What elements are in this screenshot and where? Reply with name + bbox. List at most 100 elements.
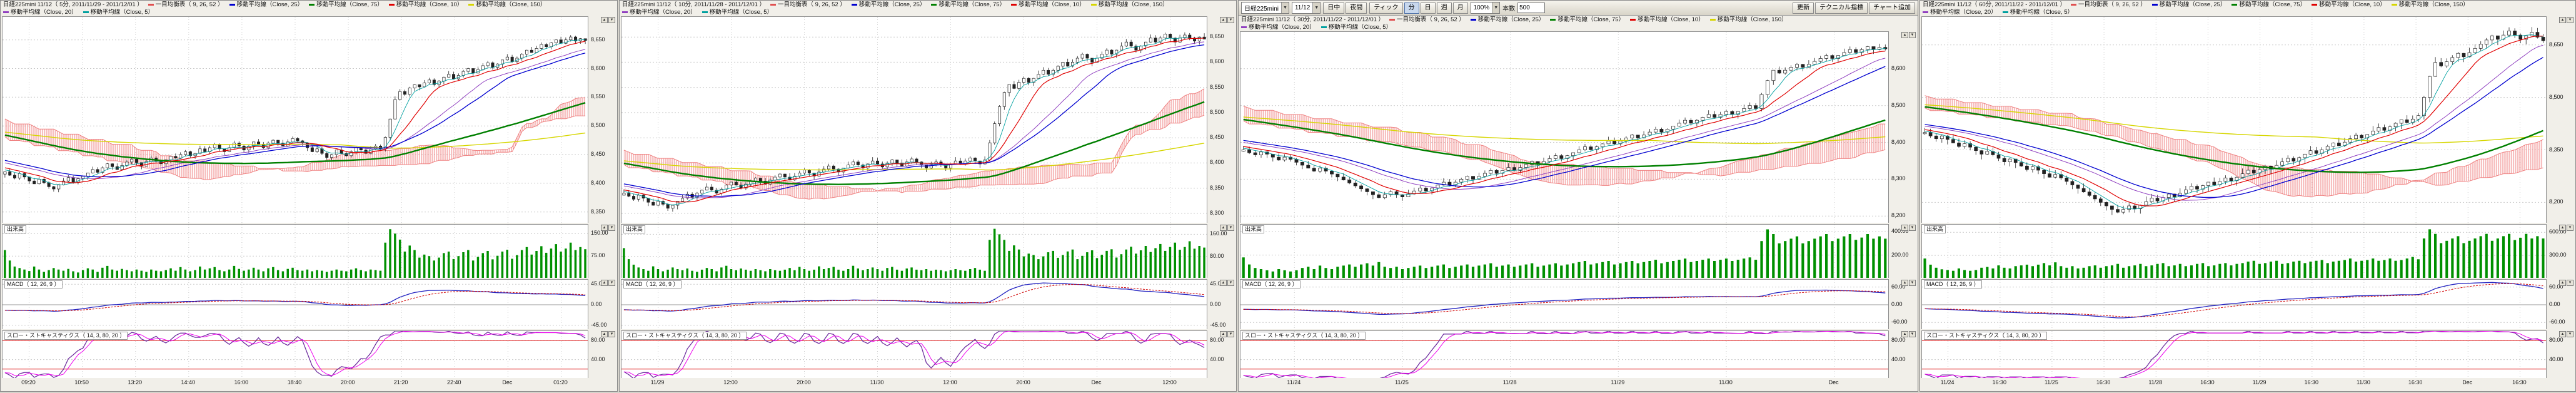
pane-collapse-button[interactable]: ▼	[2567, 331, 2573, 337]
period-button[interactable]: 日	[1420, 2, 1436, 14]
zoom-select[interactable]: 100% ▼	[1470, 2, 1501, 14]
pane-collapse-button[interactable]: ▼	[1227, 225, 1234, 231]
pane-collapse-button[interactable]: ▼	[1227, 17, 1234, 23]
pane-expand-button[interactable]: ▲	[1901, 225, 1908, 231]
pane-expand-button[interactable]: ▲	[1901, 280, 1908, 286]
legend-item: 移動平均線（Close, 5）	[702, 9, 773, 16]
legend-row: 日経225mini 11/12（ 5分, 2011/11/29 - 2011/1…	[3, 1, 615, 9]
pane-controls: ▲ ▼	[1220, 225, 1234, 231]
pane-collapse-button[interactable]: ▼	[608, 17, 615, 23]
legend-color-chip	[1709, 18, 1716, 21]
legend-color-chip	[851, 3, 857, 6]
legend-color-chip	[1241, 26, 1247, 28]
macd-region: 45.00 0.00 -45.00 MACD（ 12, 26, 9 ） ▲ ▼	[620, 279, 1236, 329]
pane-collapse-button[interactable]: ▼	[608, 280, 615, 286]
action-button[interactable]: 更新	[1793, 2, 1814, 14]
subchart-label: 出来高	[4, 225, 27, 233]
pane-collapse-button[interactable]: ▼	[1909, 331, 1916, 337]
chevron-down-icon: ▼	[1312, 3, 1321, 13]
subchart-label: スロー・ストキャスティクス（ 14, 3, 80, 20 ）	[623, 332, 747, 340]
axis-label: 40.00	[1210, 356, 1224, 362]
pane-expand-button[interactable]: ▲	[601, 280, 608, 286]
axis-label: 8,550	[1210, 84, 1224, 90]
time-label: 12:00	[723, 379, 738, 385]
legend-color-chip	[702, 11, 708, 13]
action-button[interactable]: テクニカル指標	[1815, 2, 1868, 14]
instrument-select[interactable]: 日経225mini ▼	[1241, 2, 1289, 14]
time-axis: 11/29 12:00 20:00 11/30 12:00 20:00 Dec 12:00	[620, 378, 1236, 388]
axis-label: 80.00	[591, 337, 605, 343]
pane-collapse-button[interactable]: ▼	[1909, 280, 1916, 286]
session-button[interactable]: 夜間	[1346, 2, 1367, 14]
axis-label: 40.00	[2549, 356, 2563, 362]
legend-color-chip	[2231, 3, 2238, 6]
axis-label: 8,450	[591, 151, 605, 157]
volume-chart-canvas	[1921, 224, 2547, 278]
pane-expand-button[interactable]: ▲	[2559, 225, 2566, 231]
session-button[interactable]: 日中	[1323, 2, 1345, 14]
pane-collapse-button[interactable]: ▼	[2567, 280, 2573, 286]
legend-label: 移動平均線（Close, 10）	[2319, 1, 2386, 8]
pane-expand-button[interactable]: ▲	[601, 331, 608, 337]
pane-expand-button[interactable]: ▲	[2559, 17, 2566, 23]
chart-body: 8,650 8,500 8,350 8,200 ▲ ▼ 600.00 300.00 出来高 ▲ ▼ 6…	[1920, 16, 2575, 388]
period-button[interactable]: 月	[1452, 2, 1468, 14]
pane-collapse-button[interactable]: ▼	[1909, 225, 1916, 231]
axis-label: 45.00	[591, 280, 605, 287]
pane-expand-button[interactable]: ▲	[601, 17, 608, 23]
time-label: 12:00	[1162, 379, 1177, 385]
axis-label: 160.00	[1210, 230, 1227, 237]
chart-title: 日経225mini 11/12（ 30分, 2011/11/22 - 2011/…	[1241, 16, 1385, 23]
contract-select[interactable]: 11/12 ▼	[1291, 2, 1321, 14]
time-label: 11/24	[1287, 379, 1301, 385]
pane-expand-button[interactable]: ▲	[1220, 225, 1227, 231]
time-label: 11/30	[870, 379, 884, 385]
pane-expand-button[interactable]: ▲	[1901, 32, 1908, 38]
period-button[interactable]: 週	[1436, 2, 1452, 14]
pane-collapse-button[interactable]: ▼	[2567, 17, 2573, 23]
legend-label: 移動平均線（Close, 150）	[476, 1, 546, 8]
pane-expand-button[interactable]: ▲	[1901, 331, 1908, 337]
action-button[interactable]: チャート追加	[1869, 2, 1915, 14]
period-button[interactable]: 分	[1404, 2, 1419, 14]
subchart-label: 出来高	[1924, 225, 1946, 233]
legend-color-chip	[2002, 11, 2008, 13]
legend-row: 移動平均線（Close, 20） 移動平均線（Close, 5）	[1923, 9, 2573, 16]
pane-controls: ▲ ▼	[601, 17, 615, 23]
pane-expand-button[interactable]: ▲	[1220, 331, 1227, 337]
session-buttons: 日中 夜間	[1323, 2, 1367, 14]
pane-collapse-button[interactable]: ▼	[1909, 32, 1916, 38]
legend-item: 移動平均線（Close, 20）	[1923, 9, 1997, 16]
axis-label: 8,650	[2549, 41, 2563, 48]
stoch-region: 80.00 40.00 スロー・ストキャスティクス（ 14, 3, 80, 20 ）…	[1920, 330, 2575, 378]
axis-label: 8,350	[2549, 146, 2563, 153]
pane-collapse-button[interactable]: ▼	[1227, 331, 1234, 337]
pane-collapse-button[interactable]: ▼	[1227, 280, 1234, 286]
legend-color-chip	[148, 3, 154, 6]
period-button[interactable]: ティック	[1369, 2, 1403, 14]
pane-expand-button[interactable]: ▲	[2559, 331, 2566, 337]
axis-label: 8,200	[2549, 198, 2563, 205]
price-region: 8,650 8,500 8,350 8,200 ▲ ▼	[1920, 16, 2575, 223]
axis-label: 8,350	[1210, 185, 1224, 191]
time-label: Dec	[1828, 379, 1839, 385]
price-chart-canvas	[2, 16, 588, 223]
legend-item: 移動平均線（Close, 75）	[2231, 1, 2306, 8]
legend-label: 移動平均線（Close, 75）	[938, 1, 1006, 8]
bars-input[interactable]	[1517, 3, 1546, 13]
pane-expand-button[interactable]: ▲	[2559, 280, 2566, 286]
subchart-label: 出来高	[623, 225, 646, 233]
pane-expand-button[interactable]: ▲	[601, 225, 608, 231]
pane-expand-button[interactable]: ▲	[1220, 280, 1227, 286]
pane-collapse-button[interactable]: ▼	[608, 225, 615, 231]
macd-chart-canvas	[621, 279, 1207, 329]
time-axis: 11/24 11/25 11/28 11/29 11/30 Dec	[1239, 378, 1918, 388]
axis-label: -60.00	[1891, 319, 1908, 325]
time-label: Dec	[2462, 379, 2473, 385]
pane-collapse-button[interactable]: ▼	[2567, 225, 2573, 231]
legend-label: 移動平均線（Close, 25）	[236, 1, 304, 8]
pane-collapse-button[interactable]: ▼	[608, 331, 615, 337]
chart-header: 日経225mini 11/12（ 30分, 2011/11/22 - 2011/…	[1239, 16, 1918, 31]
legend-item: 移動平均線（Close, 25）	[1470, 16, 1544, 23]
pane-expand-button[interactable]: ▲	[1220, 17, 1227, 23]
